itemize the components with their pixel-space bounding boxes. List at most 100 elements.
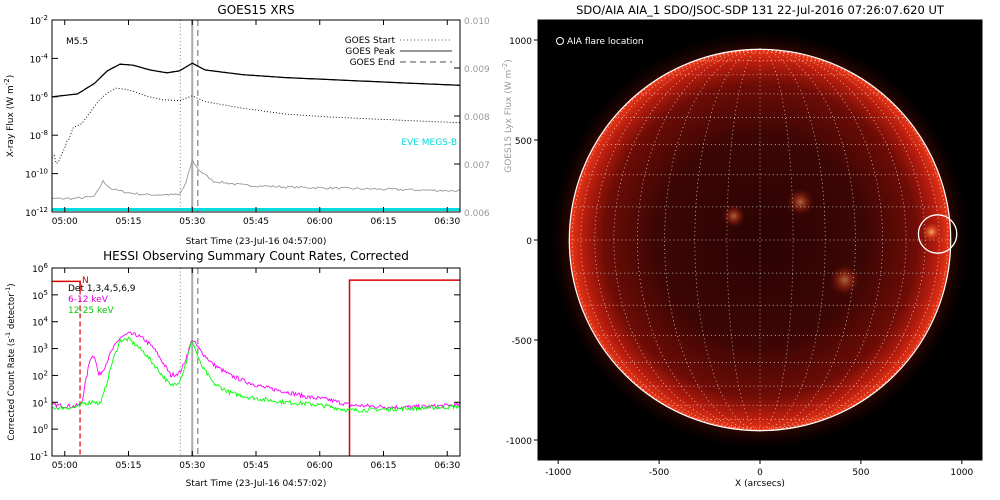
- aia-flare-legend-circle-icon: [556, 37, 564, 45]
- goes-y-tick-label: 10-12: [25, 206, 48, 219]
- goes-y2-tick-label: 0.007: [464, 161, 490, 171]
- goes-x-tick-label: 06:15: [371, 217, 397, 227]
- aia-longitude-line: [759, 48, 907, 432]
- hessi-y-tick-label: 102: [32, 369, 48, 382]
- hessi-legend-high: 12-25 keV: [68, 306, 114, 316]
- goes-flare-class: M5.5: [66, 37, 88, 47]
- goes-y-tick-label: 10-8: [30, 129, 48, 142]
- aia-longitude-line: [726, 48, 761, 432]
- hessi-x-tick-label: 06:15: [371, 461, 397, 471]
- hessi-y-tick-label: 106: [32, 262, 48, 275]
- aia-x-tick-label: 1000: [950, 468, 973, 478]
- aia-y-ticks: -1000 -500 0 500 1000: [506, 37, 538, 447]
- hessi-x-ticks: 05:00 05:15 05:30 05:45 06:00 06:15 06:30: [52, 268, 460, 471]
- goes-x-tick-label: 05:45: [243, 217, 269, 227]
- aia-image-area: [546, 26, 974, 454]
- hessi-x-tick-label: 05:30: [179, 461, 205, 471]
- goes-x-tick-label: 06:30: [434, 217, 460, 227]
- aia-title: SDO/AIA AIA_1 SDO/JSOC-SDP 131 22-Jul-20…: [576, 3, 945, 17]
- goes-legend-peak-label: GOES Peak: [345, 47, 395, 57]
- goes-x-ticks: 05:00 05:15 05:30 05:45 06:00 06:15 06:30: [52, 20, 460, 227]
- goes-x-tick-label: 05:30: [179, 217, 205, 227]
- goes-y2-ticks: 0.006 0.007 0.008 0.009 0.010: [454, 17, 490, 219]
- aia-bright-region: [786, 187, 815, 217]
- goes-series-1: [52, 87, 460, 165]
- aia-longitude-line: [759, 48, 926, 432]
- goes-y2-tick-label: 0.009: [464, 65, 490, 75]
- goes-y-tick-label: 10-4: [30, 52, 49, 65]
- goes-series-2: [52, 158, 460, 201]
- hessi-xlabel: Start Time (23-Jul-16 04:57:02): [186, 479, 327, 489]
- aia-bright-region: [828, 263, 861, 297]
- aia-y-tick-label: 1000: [509, 37, 532, 47]
- goes-xrs-panel: GOES15 XRS M5.5 GOES Start GOES Peak GOE…: [3, 3, 514, 247]
- hessi-title: HESSI Observing Summary Count Rates, Cor…: [103, 249, 409, 263]
- hessi-red-flag-left: [52, 280, 81, 291]
- aia-flare-legend-label: AIA flare location: [567, 37, 644, 47]
- hessi-plot-area: [52, 268, 460, 456]
- hessi-y-tick-label: 10-1: [30, 450, 48, 463]
- hessi-x-tick-label: 06:30: [434, 461, 460, 471]
- hessi-y-tick-label: 101: [32, 396, 48, 409]
- goes-ylabel: X-ray Flux (W m-2): [3, 75, 16, 157]
- hessi-detectors: Det 1,3,4,5,6,9: [68, 284, 136, 294]
- hessi-red-flag-right: [348, 279, 460, 456]
- aia-x-tick-label: -1000: [545, 468, 571, 478]
- aia-limb-circle: [568, 48, 952, 432]
- aia-longitude-line: [759, 48, 794, 432]
- hessi-x-tick-label: 05:00: [52, 461, 78, 471]
- hessi-x-tick-label: 05:45: [243, 461, 269, 471]
- goes-x-tick-label: 05:00: [52, 217, 78, 227]
- goes-xlabel: Start Time (23-Jul-16 04:57:00): [186, 237, 327, 247]
- aia-longitude-line: [594, 48, 761, 432]
- goes-y2-tick-label: 0.008: [464, 113, 490, 123]
- aia-panel: SDO/AIA AIA_1 SDO/JSOC-SDP 131 22-Jul-20…: [506, 3, 983, 489]
- aia-x-tick-label: 500: [852, 468, 869, 478]
- goes-x-tick-label: 05:15: [116, 217, 142, 227]
- hessi-y-tick-label: 105: [32, 289, 48, 302]
- aia-longitude-line: [637, 48, 761, 432]
- hessi-y-tick-label: 103: [32, 343, 48, 356]
- aia-bright-region: [919, 219, 944, 245]
- goes-title: GOES15 XRS: [217, 3, 294, 17]
- goes-y-tick-label: 10-2: [30, 14, 48, 27]
- goes-legend-start-label: GOES Start: [345, 36, 396, 46]
- hessi-y-tick-label: 104: [32, 316, 48, 329]
- hessi-series-1: [52, 336, 460, 413]
- goes-legend-end-label: GOES End: [350, 58, 395, 68]
- aia-flare-location-circle: [917, 214, 958, 254]
- aia-y-tick-label: 0: [526, 237, 532, 247]
- hessi-axes-frame: [51, 267, 461, 457]
- goes-y-tick-label: 10-6: [30, 91, 49, 104]
- hessi-x-tick-label: 06:00: [307, 461, 333, 471]
- hessi-y-tick-label: 100: [32, 423, 48, 436]
- aia-x-tick-label: 0: [757, 468, 763, 478]
- goes-y2label: GOES15 Lyx Flux (W m-2): [501, 59, 514, 173]
- hessi-panel: HESSI Observing Summary Count Rates, Cor…: [4, 249, 461, 489]
- aia-heliographic-grid: [569, 48, 951, 432]
- aia-x-tick-label: -500: [649, 468, 670, 478]
- aia-y-tick-label: -1000: [506, 437, 532, 447]
- hessi-night-flag: N: [82, 276, 89, 286]
- aia-xlabel: X (arcsecs): [735, 479, 785, 489]
- hessi-x-tick-label: 05:15: [116, 461, 142, 471]
- hessi-series-0: [52, 331, 460, 410]
- goes-y-ticks: 10-12 10-10 10-8 10-6 10-4 10-2: [25, 14, 58, 219]
- goes-y2-tick-label: 0.006: [464, 209, 490, 219]
- aia-bright-region: [721, 203, 746, 229]
- hessi-legend-low: 6-12 keV: [68, 295, 109, 305]
- aia-longitude-line: [613, 48, 761, 432]
- hessi-ylabel: Corrected Count Rate (s-1 detector-1): [4, 283, 17, 440]
- aia-y-tick-label: 500: [515, 137, 532, 147]
- goes-series-0: [52, 62, 460, 98]
- goes-y2-tick-label: 0.010: [464, 17, 490, 27]
- aia-legend: AIA flare location: [556, 37, 644, 47]
- goes-axes-frame: [51, 19, 461, 213]
- goes-eve-label: EVE MEGS-B: [401, 138, 457, 148]
- goes-plot-area: [52, 20, 460, 212]
- aia-longitude-line: [759, 48, 883, 432]
- goes-x-tick-label: 06:00: [307, 217, 333, 227]
- aia-y-tick-label: -500: [512, 337, 533, 347]
- aia-x-ticks: -1000 -500 0 500 1000: [545, 460, 974, 478]
